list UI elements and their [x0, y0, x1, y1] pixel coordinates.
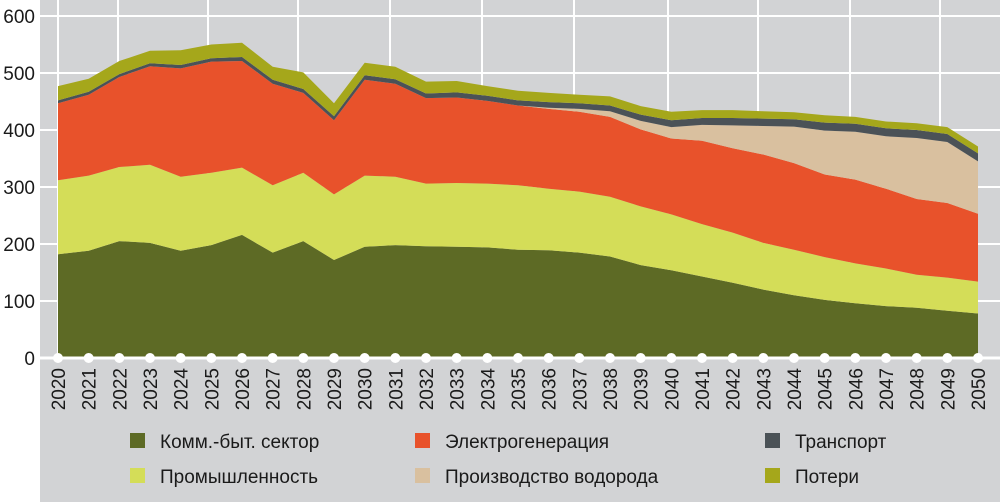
legend: Комм.-быт. сектор Электрогенерация Транспо… — [130, 432, 887, 488]
x-tick-marker — [145, 353, 155, 363]
y-tick-label: 100 — [3, 292, 35, 313]
x-tick-marker — [605, 353, 615, 363]
x-tick-marker — [390, 353, 401, 363]
x-tick-marker — [973, 353, 983, 363]
x-tick-marker — [175, 353, 186, 363]
legend-swatch-комм-быт-сектор — [130, 433, 145, 448]
x-tick-label: 2040 — [662, 368, 683, 410]
area-промышленность — [58, 164, 978, 314]
x-tick-label: 2050 — [969, 368, 990, 410]
x-tick-marker — [697, 353, 707, 363]
area-электрогенерация — [58, 61, 978, 282]
legend-label-транспорт: Транспорт — [795, 432, 887, 453]
y-tick-labels: 0 100 200 300 400 500 600 — [3, 7, 35, 370]
x-tick-label: 2041 — [693, 368, 714, 410]
x-tick-label: 2043 — [754, 368, 775, 410]
x-tick-label: 2048 — [908, 368, 929, 410]
legend-swatch-промышленность — [130, 468, 145, 483]
x-tick-marker — [298, 353, 309, 363]
x-tick-label: 2028 — [294, 368, 315, 410]
x-tick-marker — [758, 353, 769, 363]
x-tick-marker — [819, 353, 830, 363]
x-tick-label: 2038 — [601, 368, 622, 410]
x-tick-label: 2024 — [172, 368, 193, 411]
x-tick-label: 2032 — [417, 368, 438, 410]
x-tick-label: 2045 — [816, 368, 837, 410]
y-tick-label: 500 — [3, 64, 35, 85]
x-tick-marker — [635, 353, 646, 363]
x-tick-label: 2047 — [877, 368, 898, 410]
x-tick-label: 2034 — [478, 368, 499, 411]
area-комм-быт-сектор — [58, 234, 978, 358]
legend-label-комм-быт-сектор: Комм.-быт. сектор — [160, 432, 319, 453]
x-tick-label: 2021 — [80, 368, 101, 410]
x-tick-label: 2031 — [386, 368, 407, 410]
x-tick-label: 2044 — [785, 368, 806, 411]
series-areas — [58, 42, 978, 358]
x-tick-marker — [574, 353, 585, 363]
y-tick-label: 200 — [3, 235, 35, 256]
x-tick-label: 2037 — [570, 368, 591, 410]
x-tick-marker — [850, 353, 861, 363]
x-tick-marker — [53, 353, 63, 363]
x-tick-marker — [789, 353, 799, 363]
x-tick-marker — [359, 353, 370, 363]
x-tick-marker — [727, 353, 738, 363]
x-tick-marker — [267, 353, 278, 363]
y-tick-label: 300 — [3, 178, 35, 199]
x-tick-label: 2046 — [846, 368, 867, 410]
x-tick-marker — [83, 353, 94, 363]
area-производство-водорода — [58, 61, 978, 214]
x-tick-marker — [513, 353, 523, 363]
x-tick-marker — [942, 353, 953, 363]
legend-label-электрогенерация: Электрогенерация — [445, 432, 609, 453]
x-tick-label: 2029 — [325, 368, 346, 410]
x-tick-label: 2022 — [110, 368, 131, 410]
x-tick-label: 2025 — [202, 368, 223, 410]
x-tick-label: 2033 — [448, 368, 469, 410]
x-tick-marker — [666, 353, 677, 363]
axes — [40, 353, 1000, 363]
x-tick-marker — [482, 353, 493, 363]
x-tick-label: 2020 — [49, 368, 70, 410]
x-tick-label: 2023 — [141, 368, 162, 410]
x-tick-label: 2026 — [233, 368, 254, 410]
x-tick-marker — [206, 353, 217, 363]
legend-swatch-электрогенерация — [415, 433, 430, 448]
y-tick-label: 600 — [3, 7, 35, 28]
y-tick-label: 400 — [3, 121, 35, 142]
legend-label-промышленность: Промышленность — [160, 467, 318, 488]
area-потери — [58, 42, 978, 154]
legend-swatch-производство-водорода — [415, 468, 430, 483]
x-tick-marker — [329, 353, 339, 363]
x-tick-marker — [421, 353, 431, 363]
legend-label-производство-водорода: Производство водорода — [445, 467, 659, 488]
x-tick-marker — [451, 353, 462, 363]
legend-swatch-потери — [765, 468, 780, 483]
legend-label-потери: Потери — [795, 467, 859, 488]
x-tick-label: 2027 — [264, 368, 285, 410]
x-tick-marker — [881, 353, 891, 363]
x-tick-label: 2030 — [356, 368, 377, 410]
x-tick-label: 2042 — [724, 368, 745, 410]
x-tick-marker — [237, 353, 247, 363]
x-tick-label: 2036 — [540, 368, 561, 410]
x-tick-marker — [114, 353, 125, 363]
y-tick-label: 0 — [24, 349, 35, 370]
x-tick-label: 2049 — [938, 368, 959, 410]
legend-swatch-транспорт — [765, 433, 780, 448]
x-tick-label: 2039 — [632, 368, 653, 410]
x-tick-labels: 2020 2021 2022 2023 2024 2025 2026 2027 2028 2029… — [49, 368, 990, 411]
x-tick-marker — [543, 353, 554, 363]
x-tick-label: 2035 — [509, 368, 530, 410]
x-tick-marker — [911, 353, 922, 363]
